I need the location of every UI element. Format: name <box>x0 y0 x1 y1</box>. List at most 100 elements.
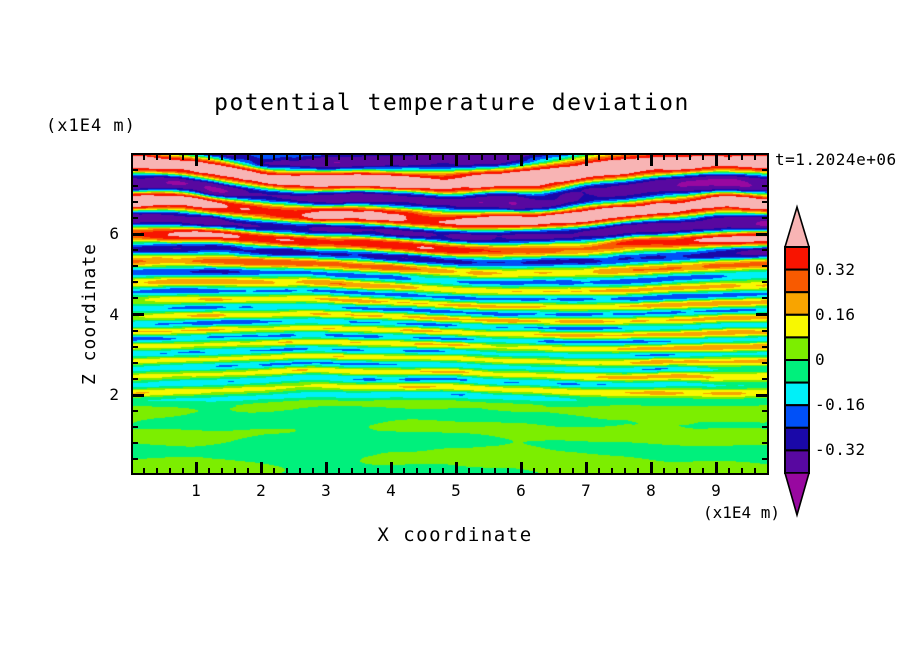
x-tick-label: 5 <box>451 481 461 500</box>
colorbar-box <box>784 336 810 361</box>
y-major-tick <box>133 313 144 316</box>
y-minor-tick <box>133 200 138 203</box>
colorbar-box <box>784 449 810 474</box>
x-major-tick <box>714 462 718 473</box>
x-minor-tick <box>507 468 509 473</box>
x-minor-tick <box>338 155 340 160</box>
x-minor-tick <box>611 468 613 473</box>
x-major-tick <box>389 462 393 473</box>
x-axis-unit: (x1E4 m) <box>702 503 780 522</box>
x-minor-tick <box>247 468 249 473</box>
x-minor-tick <box>299 468 301 473</box>
x-major-tick <box>584 462 588 473</box>
x-minor-tick <box>507 155 509 160</box>
x-major-tick <box>324 155 328 166</box>
colorbar-box <box>784 291 810 316</box>
y-tick-label: 4 <box>109 304 119 324</box>
colorbar-box <box>784 268 810 294</box>
x-tick-label: 3 <box>321 481 331 500</box>
x-major-tick <box>649 155 653 166</box>
x-major-tick <box>259 462 263 473</box>
x-minor-tick <box>741 468 743 473</box>
x-minor-tick <box>637 468 639 473</box>
x-minor-tick <box>728 155 730 160</box>
x-major-tick <box>324 462 328 473</box>
x-minor-tick <box>689 468 691 473</box>
x-minor-tick <box>234 468 236 473</box>
x-minor-tick <box>429 155 431 160</box>
y-minor-tick <box>133 377 138 380</box>
x-tick-label: 8 <box>646 481 656 500</box>
x-minor-tick <box>299 155 301 160</box>
page-title: potential temperature deviation <box>214 90 690 116</box>
x-minor-tick <box>182 468 184 473</box>
x-minor-tick <box>156 468 158 473</box>
x-minor-tick <box>624 468 626 473</box>
y-minor-tick <box>762 442 767 445</box>
x-minor-tick <box>377 155 379 160</box>
y-major-tick <box>756 313 767 316</box>
colorbar-tick-label: -0.16 <box>815 395 866 415</box>
y-minor-tick <box>133 297 138 300</box>
x-minor-tick <box>312 155 314 160</box>
x-major-tick <box>194 462 198 473</box>
x-minor-tick <box>364 155 366 160</box>
x-major-tick <box>649 462 653 473</box>
x-minor-tick <box>351 468 353 473</box>
y-minor-tick <box>762 168 767 171</box>
y-minor-tick <box>133 345 138 348</box>
x-minor-tick <box>754 155 756 160</box>
x-minor-tick <box>689 155 691 160</box>
y-minor-tick <box>133 265 138 268</box>
x-tick-label: 2 <box>256 481 266 500</box>
x-minor-tick <box>442 155 444 160</box>
x-minor-tick <box>377 468 379 473</box>
x-minor-tick <box>429 468 431 473</box>
x-tick-label: 4 <box>386 481 396 500</box>
contour-field-canvas <box>133 155 767 473</box>
x-minor-tick <box>676 155 678 160</box>
y-minor-tick <box>762 265 767 268</box>
x-minor-tick <box>481 468 483 473</box>
y-minor-tick <box>133 249 138 252</box>
x-minor-tick <box>169 155 171 160</box>
x-minor-tick <box>572 155 574 160</box>
colorbar-box <box>784 359 810 384</box>
x-major-tick <box>389 155 393 166</box>
x-minor-tick <box>286 155 288 160</box>
y-minor-tick <box>133 184 138 187</box>
plot-frame <box>131 153 769 475</box>
colorbar-box <box>784 313 810 339</box>
y-major-tick <box>756 393 767 397</box>
x-minor-tick <box>598 468 600 473</box>
colorbar-box <box>784 404 810 429</box>
y-minor-tick <box>762 345 767 348</box>
x-minor-tick <box>221 155 223 160</box>
x-minor-tick <box>598 155 600 160</box>
x-minor-tick <box>637 155 639 160</box>
x-minor-tick <box>663 155 665 160</box>
y-minor-tick <box>133 442 138 445</box>
y-minor-tick <box>762 410 767 413</box>
x-major-tick <box>259 155 263 166</box>
colorbar-arrow-up <box>783 204 811 248</box>
x-major-tick <box>454 462 458 473</box>
x-minor-tick <box>559 155 561 160</box>
x-axis-label: X coordinate <box>377 524 533 546</box>
y-minor-tick <box>762 297 767 300</box>
x-minor-tick <box>247 155 249 160</box>
y-minor-tick <box>762 184 767 187</box>
x-minor-tick <box>546 155 548 160</box>
colorbar-tick-label: -0.32 <box>815 440 866 460</box>
x-minor-tick <box>286 468 288 473</box>
y-minor-tick <box>133 426 138 429</box>
x-minor-tick <box>494 155 496 160</box>
y-tick-label: 2 <box>109 385 119 404</box>
colorbar <box>783 204 811 518</box>
x-minor-tick <box>143 468 145 473</box>
y-minor-tick <box>133 168 138 171</box>
x-minor-tick <box>312 468 314 473</box>
y-minor-tick <box>762 249 767 252</box>
x-minor-tick <box>403 468 405 473</box>
y-minor-tick <box>762 458 767 461</box>
